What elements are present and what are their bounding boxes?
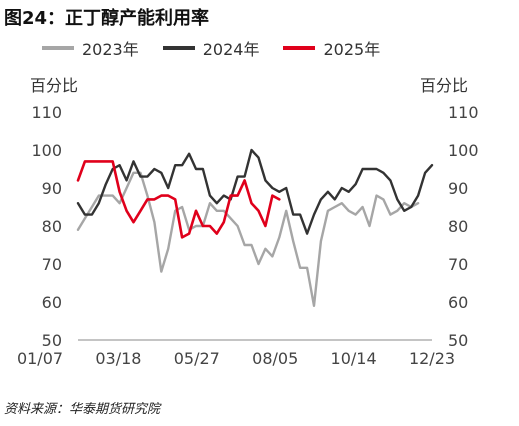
- y-tick-label-left: 80: [42, 217, 62, 236]
- legend-label-2025: 2025年: [323, 40, 381, 59]
- y-tick-label-left: 110: [31, 103, 62, 122]
- y-tick-label-right: 110: [448, 103, 479, 122]
- legend-item-2023: 2023年: [42, 36, 139, 60]
- y-tick-label-left: 50: [42, 331, 62, 350]
- chart-legend: 2023年 2024年 2025年: [42, 36, 380, 60]
- legend-swatch-2024: [162, 46, 195, 50]
- y-tick-label-left: 100: [31, 141, 62, 160]
- y-tick-label-left: 60: [42, 293, 62, 312]
- source-note: 资料来源：华泰期货研究院: [4, 402, 161, 417]
- y-tick-label-right: 100: [448, 141, 479, 160]
- x-tick-label: 01/07: [17, 349, 63, 368]
- legend-item-2025: 2025年: [283, 36, 380, 60]
- y-tick-label-right: 80: [448, 217, 468, 236]
- x-tick-label: 12/23: [409, 349, 455, 368]
- y-tick-label-right: 50: [448, 331, 468, 350]
- legend-item-2024: 2024年: [162, 36, 260, 60]
- y-tick-label-right: 70: [448, 255, 468, 274]
- y-tick-label-left: 90: [42, 179, 62, 198]
- series-line-2023: [76, 171, 420, 307]
- chart-title: 图24：正丁醇产能利用率: [4, 8, 210, 29]
- y-axis-unit-right: 百分比: [420, 76, 469, 95]
- x-tick-label: 10/14: [331, 349, 377, 368]
- legend-label-2023: 2023年: [82, 40, 139, 59]
- y-tick-label-right: 90: [448, 179, 468, 198]
- x-tick-label: 08/05: [252, 349, 298, 368]
- legend-swatch-2023: [42, 46, 74, 50]
- series-line-2024: [76, 148, 434, 235]
- y-tick-label-left: 70: [42, 255, 62, 274]
- x-tick-label: 03/18: [95, 349, 141, 368]
- series-line-2025: [76, 160, 281, 239]
- legend-label-2024: 2024年: [202, 40, 260, 59]
- y-axis-unit-left: 百分比: [30, 76, 79, 95]
- x-tick-label: 05/27: [174, 349, 220, 368]
- y-tick-label-right: 60: [448, 293, 468, 312]
- legend-swatch-2025: [283, 46, 316, 50]
